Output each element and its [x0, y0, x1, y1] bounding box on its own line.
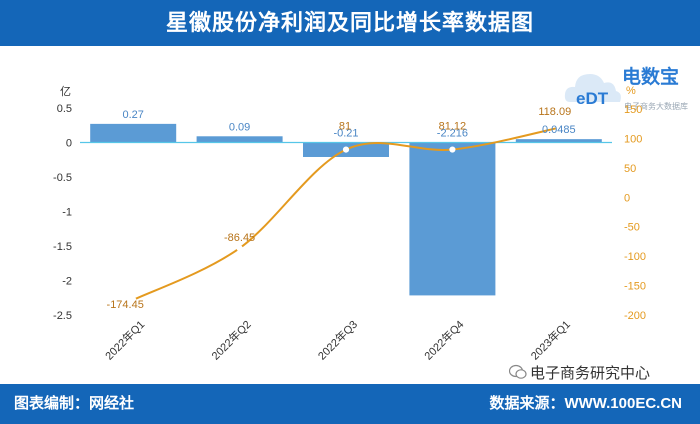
- line-value-label: 118.09: [538, 106, 571, 118]
- left-tick-label: -2: [62, 276, 72, 288]
- bar-value-label: 0.09: [229, 121, 250, 133]
- right-tick-label: -200: [624, 310, 646, 322]
- logo-subtext: 电子商务大数据库: [624, 102, 688, 111]
- right-tick-label: -100: [624, 251, 646, 263]
- left-tick-label: -1.5: [53, 241, 72, 253]
- bar-value-label: -2.216: [437, 128, 468, 140]
- x-tick-label: 2022年Q3: [315, 317, 360, 362]
- footer-source: 数据来源：WWW.100EC.CN: [489, 395, 682, 412]
- growth-point-2: [342, 146, 350, 153]
- watermark-text: 电子商务研究中心: [530, 365, 651, 382]
- right-tick-label: 50: [624, 163, 636, 175]
- footer-credit: 图表编制：网经社: [14, 395, 135, 412]
- right-tick-label: 100: [624, 133, 642, 145]
- line-layer: [130, 124, 562, 304]
- bar-value-label: 0.0485: [542, 124, 576, 136]
- line-value-label: -174.45: [107, 299, 144, 311]
- x-tick-label: 2022年Q1: [102, 317, 147, 362]
- bar-value-label: -0.21: [333, 128, 358, 140]
- line-value-label: 81.12: [439, 121, 467, 133]
- bar-4: [515, 139, 602, 143]
- growth-point-3: [449, 146, 456, 153]
- title-banner: 星徽股份净利润及同比增长率数据图: [0, 0, 700, 46]
- line-value-label: 81: [339, 121, 351, 133]
- bars-layer: [90, 123, 602, 296]
- growth-point-1: [236, 245, 243, 252]
- cloud-icon: eDT: [564, 74, 621, 108]
- growth-point-4: [555, 124, 562, 131]
- left-tick-label: -0.5: [53, 172, 72, 184]
- right-tick-label: -50: [624, 222, 640, 234]
- right-tick-label: 0: [624, 192, 630, 204]
- bar-0: [90, 123, 177, 143]
- footer-banner: 图表编制：网经社 数据来源：WWW.100EC.CN: [0, 384, 700, 424]
- growth-point-0: [130, 296, 137, 304]
- left-tick-label: -1: [62, 207, 72, 219]
- left-tick-label: -2.5: [53, 310, 72, 322]
- left-tick-label: 0.5: [57, 103, 72, 115]
- x-tick-label: 2022年Q2: [208, 317, 253, 362]
- chart-title: 星徽股份净利润及同比增长率数据图: [165, 10, 534, 35]
- right-axis: 150 100 50 0 -50 -100 -150 -200: [624, 104, 646, 322]
- bar-3: [409, 142, 496, 296]
- right-tick-label: 150: [624, 104, 642, 116]
- x-axis: 2022年Q1 2022年Q2 2022年Q3 2022年Q4 2023年Q1: [102, 317, 573, 362]
- x-tick-label: 2022年Q4: [421, 317, 466, 362]
- left-tick-label: 0: [66, 138, 72, 150]
- right-axis-unit: %: [626, 85, 636, 97]
- left-axis: 0.5 0 -0.5 -1 -1.5 -2 -2.5: [53, 103, 72, 322]
- left-axis-unit: 亿: [60, 85, 71, 98]
- logo-badge: eDT: [576, 89, 609, 108]
- line-value-label: -86.45: [224, 232, 255, 244]
- logo-text: 电数宝: [622, 67, 680, 88]
- bar-1: [196, 136, 283, 143]
- bar-value-label: 0.27: [122, 109, 143, 121]
- chart-area: 0.5 0 -0.5 -1 -1.5 -2 -2.5 150 100 50 0 -50 -100 -15…: [53, 85, 646, 363]
- x-tick-label: 2023年Q1: [528, 317, 573, 362]
- right-tick-label: -150: [624, 281, 646, 293]
- data-labels: 0.27 0.09 -0.21 -2.216 0.0485 -174.45 -86.45 81…: [107, 106, 576, 311]
- wechat-icon: [509, 364, 527, 379]
